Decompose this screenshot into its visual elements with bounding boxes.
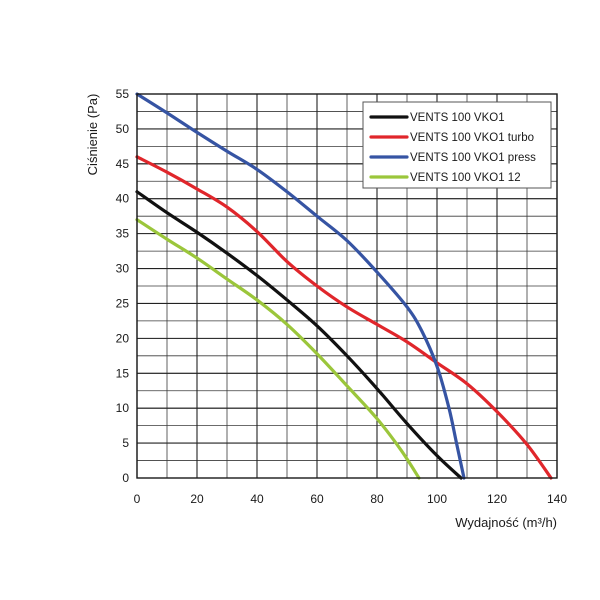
- x-tick-label: 60: [310, 492, 324, 506]
- series-line-2: [135, 155, 553, 480]
- y-tick-labels: 0 5 10 15 20 25 30 35 40 45 50 55: [116, 87, 130, 485]
- y-tick-label: 25: [116, 296, 130, 310]
- legend-label: VENTS 100 VKO1: [410, 112, 505, 124]
- x-tick-label: 120: [487, 492, 507, 506]
- series-line-3: [135, 92, 466, 480]
- legend: VENTS 100 VKO1 VENTS 100 VKO1 turbo VENTS …: [362, 101, 552, 189]
- legend-label: VENTS 100 VKO1 press: [410, 152, 536, 164]
- y-tick-label: 35: [116, 227, 130, 241]
- y-tick-label: 5: [122, 436, 129, 450]
- series-line-1: [135, 190, 463, 480]
- y-tick-label: 15: [116, 366, 130, 380]
- y-tick-label: 30: [116, 262, 130, 276]
- x-tick-label: 40: [250, 492, 264, 506]
- series-layer: [135, 92, 553, 480]
- x-tick-label: 100: [427, 492, 447, 506]
- y-tick-label: 45: [116, 157, 130, 171]
- legend-items: VENTS 100 VKO1 VENTS 100 VKO1 turbo VENTS …: [369, 112, 536, 184]
- series-line-4: [135, 218, 421, 480]
- x-tick-label: 140: [547, 492, 567, 506]
- plot-frame: [136, 93, 558, 479]
- y-tick-label: 0: [122, 471, 129, 485]
- y-tick-label: 50: [116, 122, 130, 136]
- x-tick-labels: 0 20 40 60 80 100 120 140: [134, 492, 568, 506]
- y-axis-label: Ciśnienie (Pa): [85, 94, 100, 176]
- x-tick-label: 80: [370, 492, 384, 506]
- x-tick-label: 0: [134, 492, 141, 506]
- x-axis-label: Wydajność (m³/h): [455, 515, 557, 530]
- legend-label: VENTS 100 VKO1 12: [410, 172, 521, 184]
- legend-label: VENTS 100 VKO1 turbo: [410, 132, 534, 144]
- y-tick-label: 20: [116, 331, 130, 345]
- y-tick-label: 55: [116, 87, 130, 101]
- y-tick-label: 40: [116, 192, 130, 206]
- y-tick-label: 10: [116, 401, 130, 415]
- x-tick-label: 20: [190, 492, 204, 506]
